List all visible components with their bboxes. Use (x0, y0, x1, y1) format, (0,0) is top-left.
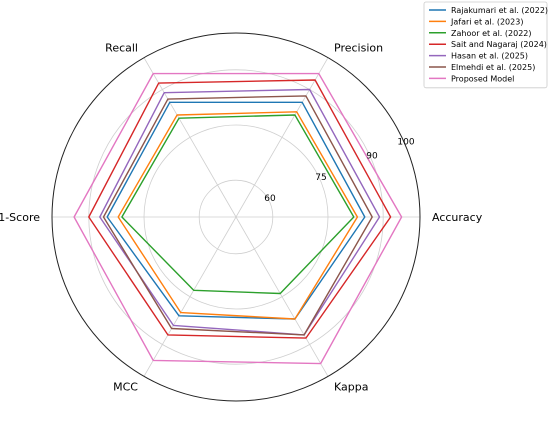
axis-label-accuracy: Accuracy (432, 211, 483, 224)
axis-label-precision: Precision (334, 41, 383, 54)
axis-label-recall: Recall (105, 41, 138, 54)
series-line-5 (102, 95, 373, 336)
legend-box (423, 1, 548, 89)
axis-label-kappa: Kappa (334, 381, 368, 394)
axis-label-f1-score: F1-Score (0, 211, 40, 224)
series-line-6 (73, 72, 403, 365)
series-line-2 (121, 114, 355, 295)
legend: Rajakumari et al. (2022) Jafari et al. (2… (423, 1, 548, 89)
axis-label-mcc: MCC (113, 381, 138, 394)
radial-tick-label: 75 (315, 173, 326, 183)
legend-label: Zahoor et al. (2022) (451, 29, 532, 38)
legend-label: Rajakumari et al. (2022) (451, 6, 548, 15)
series-line-1 (117, 111, 359, 320)
series-line-4 (99, 88, 381, 336)
radial-tick-label: 60 (264, 194, 276, 204)
radial-tick-label: 90 (366, 152, 378, 162)
outer-ring (51, 32, 421, 402)
legend-label: Proposed Model (451, 74, 514, 83)
legend-label: Jafari et al. (2023) (450, 17, 523, 26)
radar-labels: 60 75 90 100 Accuracy Precision Recall F1-Score… (0, 41, 483, 393)
radial-tick-label: 100 (397, 138, 414, 148)
grid-ring-75 (143, 124, 329, 310)
grid-ring-60 (198, 179, 274, 255)
legend-label: Elmehdi et al. (2025) (451, 63, 535, 72)
legend-label: Hasan et al. (2025) (451, 52, 528, 61)
series-line-3 (88, 79, 392, 339)
legend-label: Sait and Nagaraj (2024) (451, 40, 547, 49)
radar-series (73, 72, 403, 365)
